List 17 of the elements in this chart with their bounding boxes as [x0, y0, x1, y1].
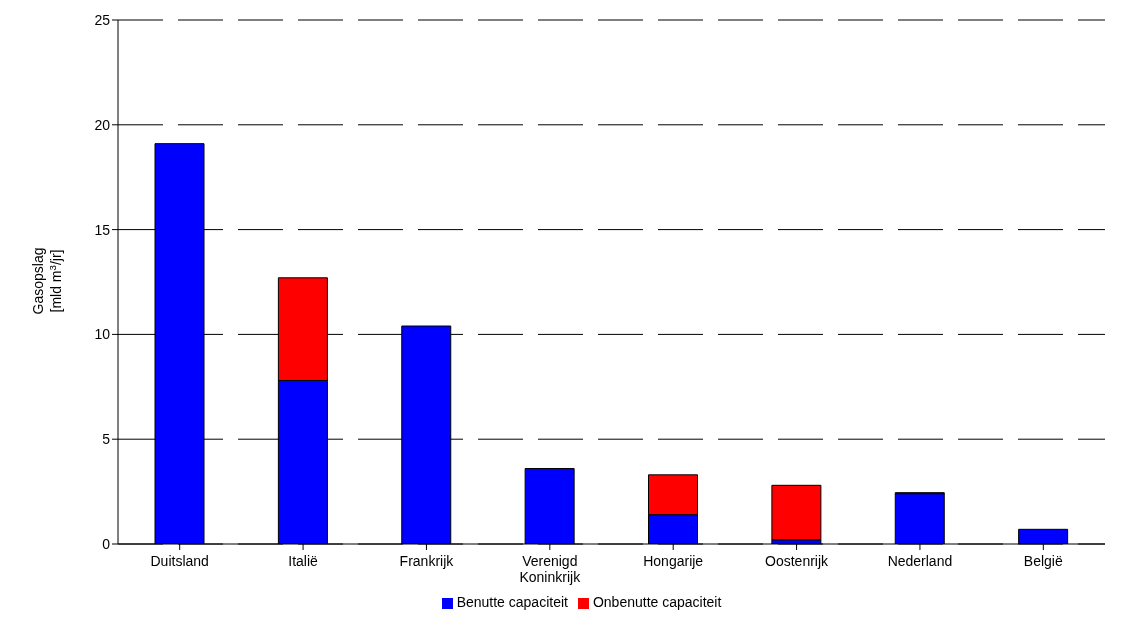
x-tick-label: België: [1023, 553, 1063, 569]
x-tick-label: Hongarije: [643, 553, 704, 569]
x-tick-label: Verenigd Koninkrijk: [519, 553, 582, 585]
x-tick-label: Frankrijk: [399, 553, 455, 569]
x-tick-label: Italië: [288, 553, 319, 569]
y-tick-label: 25: [94, 11, 111, 28]
legend-label: Onbenutte capaciteit: [592, 594, 722, 610]
y-tick-label: 5: [102, 431, 111, 448]
y-tick-label: 15: [94, 221, 111, 238]
y-tick-label: 20: [94, 116, 111, 133]
x-tick-label: Nederland: [887, 553, 953, 569]
x-tick-label: Duitsland: [150, 553, 209, 569]
x-tick-label: Oostenrijk: [765, 553, 830, 569]
y-tick-label: 10: [94, 326, 111, 343]
y-tick-label: 0: [102, 535, 111, 552]
bar: [771, 484, 822, 541]
legend-label: Benutte capaciteit: [456, 594, 568, 610]
